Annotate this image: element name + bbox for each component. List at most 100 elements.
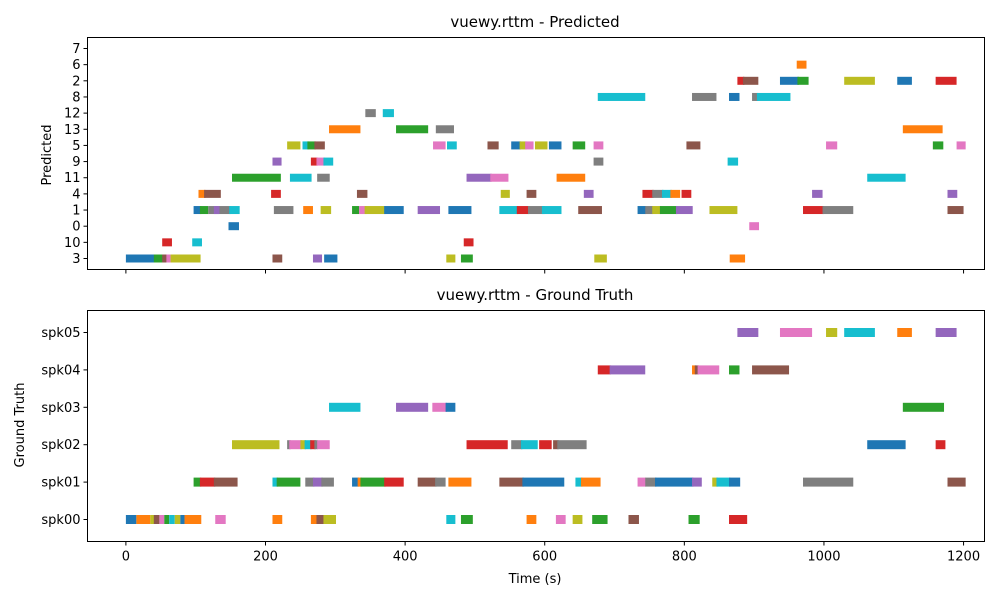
predicted-segment: [826, 141, 838, 150]
ground-truth-segment: [314, 440, 318, 450]
predicted-segment: [396, 125, 429, 134]
predicted-segment: [686, 141, 701, 150]
predicted-segment: [796, 60, 807, 69]
predicted-segment: [737, 76, 745, 85]
predicted-segment: [709, 206, 738, 215]
predicted-segment: [756, 92, 791, 101]
predicted-segment: [324, 254, 338, 263]
predicted-segment: [460, 254, 473, 263]
ground-truth-segment: [460, 515, 473, 524]
predicted-segment: [662, 189, 672, 198]
predicted-segments: [125, 60, 966, 263]
predicted-segment: [500, 189, 510, 198]
predicted-segment: [597, 92, 646, 101]
predicted-segment: [384, 206, 404, 215]
predicted-segment: [312, 254, 323, 263]
predicted-segment: [742, 76, 759, 85]
ground-truth-panel-title: vuewy.rttm - Ground Truth: [437, 286, 634, 304]
predicted-segment: [729, 92, 740, 101]
predicted-segment: [490, 173, 509, 182]
predicted-segment: [446, 254, 456, 263]
ground-truth-y-axis-label: Ground Truth: [13, 383, 28, 468]
predicted-segment: [525, 141, 534, 150]
ground-truth-ticks: spk00 spk01 spk02 spk03 spk04 spk05 0 200 400 600…: [41, 326, 980, 565]
predicted-segment: [125, 254, 156, 263]
ground-truth-segment: [150, 515, 156, 524]
ground-truth-segment: [592, 515, 608, 524]
predicted-segment: [317, 173, 330, 182]
ground-truth-segment: [729, 365, 740, 375]
ground-truth-x-tick-label: 400: [393, 550, 418, 565]
predicted-segment: [204, 189, 221, 198]
predicted-segment: [417, 206, 441, 215]
predicted-segment: [433, 141, 446, 150]
predicted-segment: [516, 206, 530, 215]
ground-truth-segment: [609, 365, 646, 375]
predicted-segment: [681, 189, 692, 198]
ground-truth-segment: [803, 477, 854, 487]
ground-truth-segment: [174, 515, 181, 524]
predicted-y-tick-label: 2: [72, 74, 80, 89]
ground-truth-segment: [153, 515, 160, 524]
predicted-y-tick-label: 10: [64, 236, 81, 251]
predicted-segment: [902, 125, 943, 134]
ground-truth-segment: [184, 515, 202, 524]
ground-truth-segment: [628, 515, 639, 524]
predicted-y-tick-label: 1: [72, 204, 80, 219]
ground-truth-segment: [729, 515, 748, 524]
ground-truth-segment: [329, 402, 361, 412]
predicted-segment: [316, 157, 325, 166]
ground-truth-x-tick-label: 800: [672, 550, 697, 565]
predicted-segment: [364, 206, 386, 215]
ground-truth-segment: [321, 477, 334, 487]
ground-truth-segment: [272, 477, 279, 487]
predicted-segment: [797, 76, 809, 85]
predicted-y-tick-label: 8: [72, 90, 80, 105]
predicted-segment: [162, 238, 172, 247]
ground-truth-segment: [232, 440, 280, 450]
predicted-segment: [637, 206, 646, 215]
predicted-segment: [675, 206, 693, 215]
ground-truth-segment: [180, 515, 185, 524]
ground-truth-segment: [317, 440, 330, 450]
predicted-segment: [526, 189, 537, 198]
ground-truth-segment: [867, 440, 906, 450]
predicted-segment: [303, 206, 313, 215]
ground-truth-segment: [522, 477, 565, 487]
predicted-segment: [323, 157, 334, 166]
ground-truth-segment: [360, 477, 386, 487]
predicted-segment: [692, 92, 717, 101]
ground-truth-segment: [312, 477, 323, 487]
ground-truth-y-tick-label: spk05: [41, 326, 80, 341]
ground-truth-segment: [305, 477, 315, 487]
predicted-y-tick-label: 7: [72, 42, 80, 57]
ground-truth-segment: [844, 328, 875, 337]
ground-truth-segment: [902, 402, 945, 412]
predicted-y-tick-label: 0: [72, 220, 80, 235]
predicted-segment: [956, 141, 966, 150]
predicted-segment: [463, 238, 474, 247]
predicted-y-tick-label: 3: [72, 252, 80, 267]
predicted-segment: [365, 109, 376, 118]
ground-truth-segment: [935, 440, 946, 450]
ground-truth-segment: [193, 477, 202, 487]
predicted-segment: [727, 157, 739, 166]
predicted-segment: [779, 76, 799, 85]
predicted-segment: [487, 141, 499, 150]
predicted-segment: [534, 141, 548, 150]
ground-truth-segment: [432, 402, 447, 412]
predicted-segment: [867, 173, 906, 182]
predicted-segment: [356, 189, 368, 198]
ground-truth-segment: [555, 515, 566, 524]
predicted-segment: [272, 157, 282, 166]
predicted-y-tick-label: 4: [72, 187, 80, 202]
predicted-segment: [170, 254, 201, 263]
ground-truth-segment: [310, 515, 318, 524]
predicted-segment: [329, 125, 361, 134]
ground-truth-segment: [697, 365, 720, 375]
ground-truth-segment: [125, 515, 137, 524]
predicted-y-tick-label: 13: [64, 123, 81, 138]
predicted-segment: [572, 141, 586, 150]
